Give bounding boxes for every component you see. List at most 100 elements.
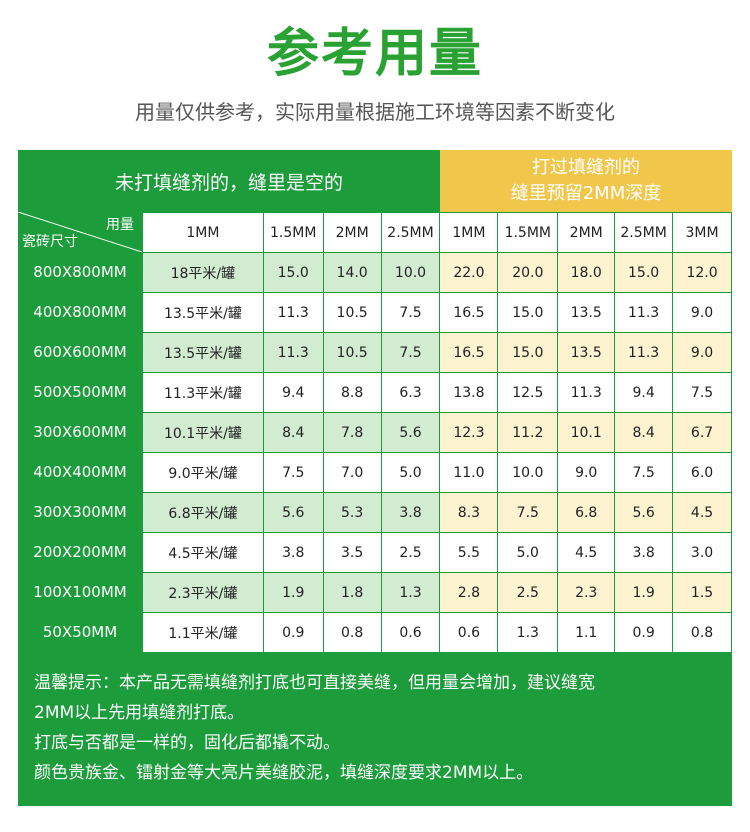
usage-cell: 18.0 bbox=[557, 252, 616, 293]
table-row: 6.8平米/罐 5.6 5.3 3.8 8.3 7.5 6.8 5.6 4.5 bbox=[142, 492, 732, 533]
usage-cell: 3.8 bbox=[380, 492, 441, 533]
corner-header: 用量 瓷砖尺寸 bbox=[18, 212, 142, 252]
usage-cell: 16.5 bbox=[439, 292, 499, 333]
usage-cell: 2.5 bbox=[380, 532, 441, 573]
tip-line: 温馨提示：本产品无需填缝剂打底也可直接美缝，但用量会增加，建议缝宽 bbox=[34, 673, 595, 693]
usage-cell: 11.2 bbox=[497, 412, 559, 453]
usage-cell: 11.3 bbox=[614, 332, 674, 373]
tile-size-label: 400X800MM bbox=[18, 292, 142, 332]
column-header: 2.5MM bbox=[614, 212, 674, 253]
table-row: 18平米/罐 15.0 14.0 10.0 22.0 20.0 18.0 15.0 12.0 bbox=[142, 252, 732, 293]
column-header-row: 1MM 1.5MM 2MM 2.5MM 1MM 1.5MM 2MM 2.5MM 3MM bbox=[142, 212, 732, 253]
usage-cell: 11.3 bbox=[614, 292, 674, 333]
header-with-base-line2: 缝里预留2MM深度 bbox=[510, 183, 662, 204]
usage-cell: 0.9 bbox=[262, 612, 324, 653]
header-no-base: 未打填缝剂的，缝里是空的 bbox=[18, 150, 440, 212]
usage-cell: 1.9 bbox=[614, 572, 674, 613]
corner-usage-label: 用量 bbox=[106, 217, 134, 233]
usage-cell: 2.5 bbox=[497, 572, 559, 613]
usage-cell: 6.8 bbox=[557, 492, 616, 533]
header-with-base: 打过填缝剂的 缝里预留2MM深度 bbox=[440, 150, 732, 212]
tile-size-label: 400X400MM bbox=[18, 452, 142, 492]
coverage-cell: 13.5平米/罐 bbox=[142, 292, 264, 333]
table-row: 1.1平米/罐 0.9 0.8 0.6 0.6 1.3 1.1 0.9 0.8 bbox=[142, 612, 732, 653]
table-row: 11.3平米/罐 9.4 8.8 6.3 13.8 12.5 11.3 9.4 7.5 bbox=[142, 372, 732, 413]
table-row: 13.5平米/罐 11.3 10.5 7.5 16.5 15.0 13.5 11.3 9.0 bbox=[142, 332, 732, 373]
tip-line: 2MM以上先用填缝剂打底。 bbox=[34, 703, 245, 723]
usage-cell: 5.6 bbox=[614, 492, 674, 533]
usage-cell: 15.0 bbox=[614, 252, 674, 293]
usage-cell: 11.3 bbox=[262, 292, 324, 333]
usage-cell: 3.8 bbox=[614, 532, 674, 573]
table-row: 4.5平米/罐 3.8 3.5 2.5 5.5 5.0 4.5 3.8 3.0 bbox=[142, 532, 732, 573]
usage-cell: 10.5 bbox=[322, 292, 382, 333]
usage-cell: 11.3 bbox=[557, 372, 616, 413]
tile-size-label: 800X800MM bbox=[18, 252, 142, 292]
usage-cell: 7.5 bbox=[380, 292, 441, 333]
usage-cell: 9.4 bbox=[262, 372, 324, 413]
usage-cell: 0.6 bbox=[439, 612, 499, 653]
table-row: 10.1平米/罐 8.4 7.8 5.6 12.3 11.2 10.1 8.4 6.7 bbox=[142, 412, 732, 453]
usage-cell: 2.3 bbox=[557, 572, 616, 613]
usage-cell: 0.8 bbox=[322, 612, 382, 653]
usage-cell: 8.8 bbox=[322, 372, 382, 413]
column-header: 2MM bbox=[557, 212, 616, 253]
usage-cell: 10.5 bbox=[322, 332, 382, 373]
usage-grid: 1MM 1.5MM 2MM 2.5MM 1MM 1.5MM 2MM 2.5MM 3MM 18平米/… bbox=[142, 212, 732, 653]
tile-size-label: 300X300MM bbox=[18, 492, 142, 532]
tile-size-label: 200X200MM bbox=[18, 532, 142, 572]
tile-size-label: 600X600MM bbox=[18, 332, 142, 372]
tile-size-label: 300X600MM bbox=[18, 412, 142, 452]
column-header: 1.5MM bbox=[262, 212, 324, 253]
page-subtitle: 用量仅供参考，实际用量根据施工环境等因素不断变化 bbox=[135, 100, 615, 124]
usage-cell: 7.5 bbox=[672, 372, 732, 413]
column-header: 3MM bbox=[672, 212, 732, 253]
usage-cell: 12.0 bbox=[672, 252, 732, 293]
usage-cell: 1.3 bbox=[380, 572, 441, 613]
usage-cell: 0.6 bbox=[380, 612, 441, 653]
usage-cell: 15.0 bbox=[497, 292, 559, 333]
usage-cell: 10.0 bbox=[380, 252, 441, 293]
usage-cell: 7.5 bbox=[614, 452, 674, 493]
page-title: 参考用量 bbox=[266, 24, 483, 84]
usage-cell: 7.5 bbox=[262, 452, 324, 493]
usage-cell: 10.0 bbox=[497, 452, 559, 493]
usage-cell: 6.0 bbox=[672, 452, 732, 493]
tips-section: 温馨提示：本产品无需填缝剂打底也可直接美缝，但用量会增加，建议缝宽 2MM以上先用… bbox=[18, 654, 732, 806]
corner-size-label: 瓷砖尺寸 bbox=[22, 234, 78, 250]
usage-cell: 16.5 bbox=[439, 332, 499, 373]
header-with-base-line1: 打过填缝剂的 bbox=[532, 157, 640, 178]
usage-cell: 9.0 bbox=[672, 292, 732, 333]
usage-cell: 10.1 bbox=[557, 412, 616, 453]
usage-cell: 6.3 bbox=[380, 372, 441, 413]
usage-cell: 1.5 bbox=[672, 572, 732, 613]
usage-cell: 12.5 bbox=[497, 372, 559, 413]
usage-table: 未打填缝剂的，缝里是空的 打过填缝剂的 缝里预留2MM深度 用量 瓷砖尺寸 80… bbox=[18, 150, 732, 806]
usage-cell: 1.1 bbox=[557, 612, 616, 653]
usage-cell: 20.0 bbox=[497, 252, 559, 293]
coverage-cell: 2.3平米/罐 bbox=[142, 572, 264, 613]
coverage-cell: 18平米/罐 bbox=[142, 252, 264, 293]
usage-cell: 5.3 bbox=[322, 492, 382, 533]
usage-cell: 13.5 bbox=[557, 292, 616, 333]
tip-line: 打底与否都是一样的，固化后都撬不动。 bbox=[34, 733, 340, 753]
usage-cell: 5.6 bbox=[380, 412, 441, 453]
usage-cell: 5.0 bbox=[380, 452, 441, 493]
usage-cell: 13.5 bbox=[557, 332, 616, 373]
usage-cell: 8.3 bbox=[439, 492, 499, 533]
usage-cell: 11.3 bbox=[262, 332, 324, 373]
usage-cell: 9.0 bbox=[672, 332, 732, 373]
usage-cell: 7.5 bbox=[497, 492, 559, 533]
usage-cell: 3.8 bbox=[262, 532, 324, 573]
usage-cell: 0.9 bbox=[614, 612, 674, 653]
usage-cell: 22.0 bbox=[439, 252, 499, 293]
coverage-cell: 9.0平米/罐 bbox=[142, 452, 264, 493]
table-row: 2.3平米/罐 1.9 1.8 1.3 2.8 2.5 2.3 1.9 1.5 bbox=[142, 572, 732, 613]
tile-size-label: 500X500MM bbox=[18, 372, 142, 412]
usage-cell: 5.6 bbox=[262, 492, 324, 533]
table-row: 13.5平米/罐 11.3 10.5 7.5 16.5 15.0 13.5 11.3 9.0 bbox=[142, 292, 732, 333]
usage-cell: 9.4 bbox=[614, 372, 674, 413]
column-header: 1.5MM bbox=[497, 212, 559, 253]
usage-cell: 15.0 bbox=[497, 332, 559, 373]
column-header: 2MM bbox=[322, 212, 382, 253]
